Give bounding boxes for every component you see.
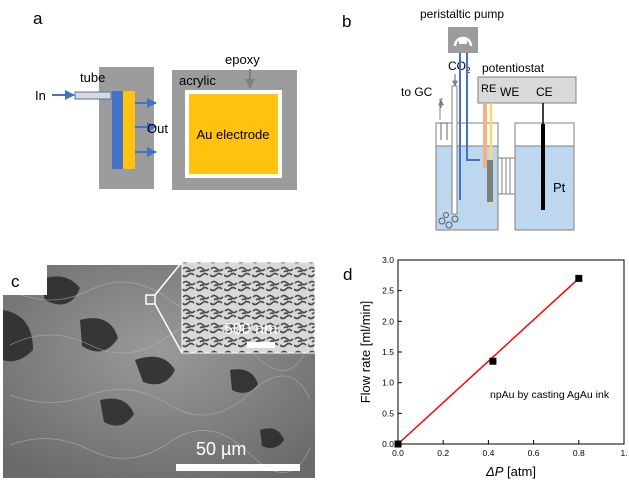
panel-b-label: b: [342, 12, 351, 31]
data-points: [394, 274, 583, 448]
potentiostat-box: [477, 76, 577, 104]
y-ticks: 0.0 0.5 1.0 1.5 2.0 2.5 3.0: [382, 255, 402, 449]
gc-label: to GC: [401, 85, 433, 99]
flow-channel: [112, 91, 123, 169]
pump-label: peristaltic pump: [420, 7, 504, 21]
epoxy-label: epoxy: [225, 52, 260, 67]
out-label: Out: [147, 121, 168, 136]
y-tick-label: 0.5: [382, 408, 394, 418]
data-point: [489, 357, 497, 365]
main-scale-label: 50 µm: [196, 439, 246, 459]
x-ticks: 0.0 0.2 0.4 0.6 0.8 1.: [392, 440, 628, 458]
re-label: RE: [481, 83, 496, 95]
gc-arrow: [439, 98, 443, 120]
y-tick-label: 1.5: [382, 347, 394, 357]
x-tick-label: 0.0: [392, 448, 404, 458]
x-tick-label: 0.6: [528, 448, 540, 458]
x-tick-label: 1.: [620, 448, 627, 458]
data-point: [394, 440, 402, 448]
zoom-line-top: [154, 261, 183, 296]
potentiostat-label: potentiostat: [482, 61, 545, 75]
x-tick-label: 0.8: [573, 448, 585, 458]
y-axis-label: Flow rate [ml/min]: [358, 301, 373, 404]
y-tick-label: 2.5: [382, 286, 394, 296]
pump-rotor-core: [459, 38, 467, 44]
gold-film-side: [123, 91, 135, 169]
x-tick-label: 0.2: [437, 448, 449, 458]
sem-inset: [181, 261, 316, 354]
in-label: In: [35, 88, 46, 103]
x-axis-label: ΔP [atm]: [485, 464, 536, 479]
inlet-tube: [74, 91, 112, 100]
electrode-label: Au electrode: [197, 127, 270, 142]
y-tick-label: 1.0: [382, 378, 394, 388]
panel-c: 500 nm 50 µm c: [3, 261, 316, 478]
bubbles: [438, 212, 459, 229]
pt-label: Pt: [553, 180, 566, 195]
zoom-line-bottom: [154, 303, 183, 354]
data-point: [575, 274, 583, 282]
fit-line: [397, 277, 580, 445]
pt-counter-electrode: [541, 124, 545, 210]
x-tick-label: 0.4: [482, 448, 494, 458]
ce-label: CE: [536, 85, 553, 99]
zoom-region-marker: [145, 294, 156, 305]
panel-c-label: c: [11, 272, 20, 291]
panel-a: a In tube Out Au electrode acrylic epoxy: [33, 9, 297, 190]
main-scale-bar: [176, 464, 300, 471]
we-label: WE: [500, 85, 519, 99]
tube-label: tube: [80, 70, 105, 85]
panel-c-label-bg: [3, 265, 47, 295]
gas-outlet-tube: [440, 122, 448, 140]
panel-d: d 0.0 0.5 1.0 1.5 2.0 2.5 3.0 0.0 0.2 0.4 0.6 0.8 1…: [343, 255, 628, 479]
plot-annotation: npAu by casting AgAu ink: [490, 389, 610, 401]
y-tick-label: 0.0: [382, 439, 394, 449]
panel-d-label: d: [343, 265, 352, 284]
au-electrode: [189, 94, 278, 174]
inset-scale-label: 500 nm: [224, 321, 277, 338]
panel-b: b peristaltic pump potentiostat RE WE CE…: [342, 7, 577, 231]
pump-loop: [459, 53, 480, 200]
co2-inlet-tube: [451, 85, 458, 215]
co2-label: CO2: [448, 59, 471, 75]
inset-scale-bar: [247, 342, 275, 348]
plot-area: [397, 259, 625, 445]
acrylic-label: acrylic: [179, 73, 216, 88]
y-tick-label: 3.0: [382, 255, 394, 265]
panel-a-label: a: [33, 9, 43, 28]
y-tick-label: 2.0: [382, 316, 394, 326]
working-electrode: [487, 160, 493, 202]
